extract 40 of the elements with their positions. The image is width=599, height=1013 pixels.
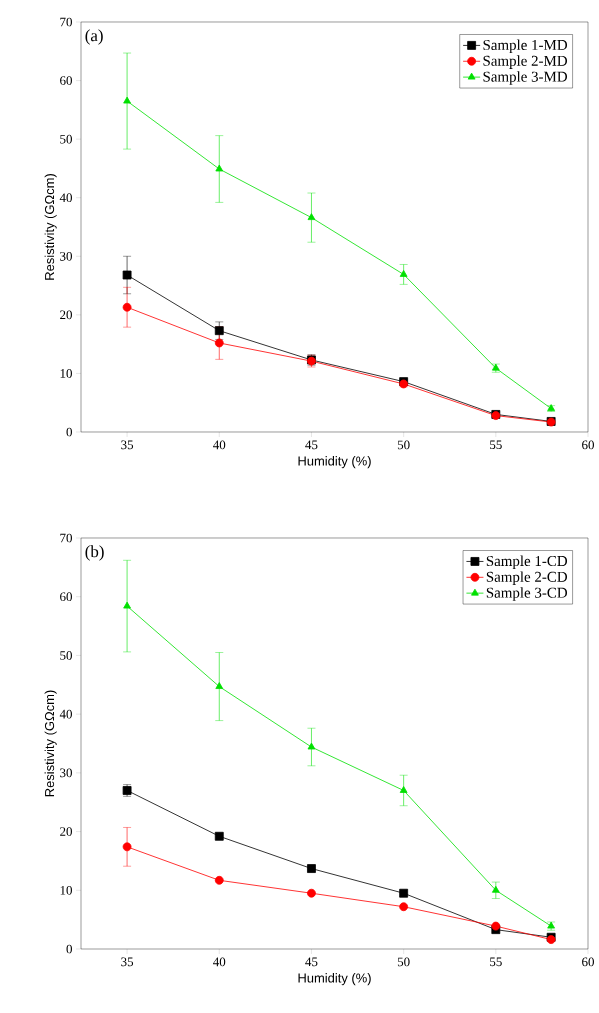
- legend-label: Sample 2-MD: [483, 55, 568, 69]
- y-tick-label: 40: [59, 709, 72, 719]
- x-tick-label: 60: [582, 957, 594, 967]
- y-tick-label: 10: [60, 885, 72, 895]
- y-tick-label: 30: [60, 251, 72, 261]
- annotation: (a): [85, 29, 103, 45]
- x-tick-label: 45: [305, 440, 318, 450]
- y-tick-label: 40: [59, 193, 72, 203]
- y-tick-label: 60: [60, 592, 72, 602]
- x-tick-label: 55: [490, 440, 502, 450]
- x-tick-label: 50: [397, 440, 410, 450]
- x-tick-label: 40: [213, 957, 226, 967]
- y-axis-title: Resistivity (GΩcm): [44, 174, 57, 280]
- x-axis-title: Humidity (%): [298, 456, 371, 469]
- x-tick-label: 55: [490, 957, 502, 967]
- y-tick-label: 10: [60, 369, 72, 378]
- x-tick-label: 40: [213, 440, 226, 450]
- x-tick-label: 45: [305, 957, 318, 967]
- legend-label: Sample 3-CD: [486, 587, 568, 601]
- y-tick-label: 20: [60, 827, 72, 836]
- x-tick-label: 35: [121, 957, 134, 967]
- annotation: (b): [85, 545, 104, 561]
- y-tick-label: 70: [60, 533, 72, 543]
- x-tick-label: 50: [397, 957, 410, 967]
- legend-label: Sample 2-CD: [486, 571, 568, 585]
- y-tick-label: 0: [66, 427, 72, 437]
- y-tick-label: 60: [60, 76, 72, 85]
- legend-label: Sample 3-MD: [483, 71, 568, 85]
- legend-label: Sample 1-MD: [483, 39, 568, 54]
- x-tick-label: 35: [121, 440, 134, 450]
- x-axis-title: Humidity (%): [298, 973, 371, 986]
- y-tick-label: 50: [60, 134, 72, 144]
- y-axis-title: Resistivity (GΩcm): [44, 690, 57, 797]
- y-tick-label: 70: [60, 17, 72, 27]
- y-tick-label: 30: [60, 768, 72, 778]
- legend-label: Sample 1-CD: [486, 555, 568, 570]
- y-tick-label: 20: [60, 310, 72, 320]
- x-tick-label: 60: [582, 440, 594, 450]
- y-tick-label: 0: [66, 944, 72, 954]
- y-tick-label: 50: [60, 651, 72, 660]
